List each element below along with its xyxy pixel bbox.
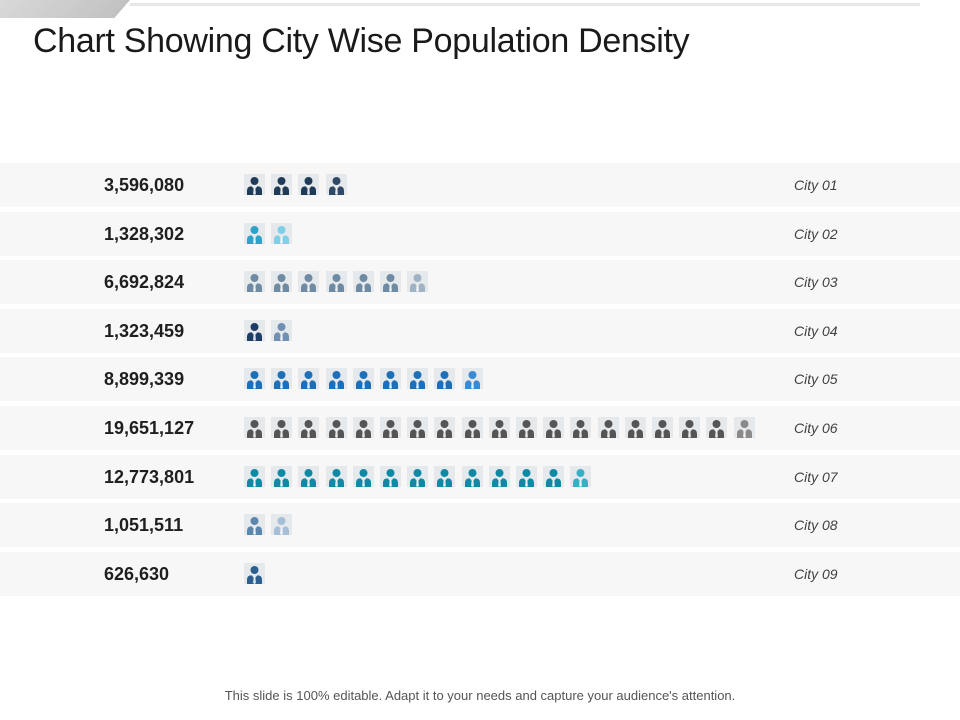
person-icon [271,174,293,195]
person-icon [407,271,429,293]
person-icon [244,514,265,536]
person-icon [380,416,401,438]
population-value: 3,596,080 [104,175,185,195]
city-label: City 08 [794,517,838,534]
person-icon [298,416,320,438]
chart-row: 1,328,302 City 02 [0,211,960,256]
person-icon [488,416,510,438]
person-icon [733,416,755,438]
person-icon [407,416,429,438]
person-icon [624,416,646,438]
person-icon [325,465,347,487]
person-icon [244,465,265,487]
person-icon [298,271,320,293]
person-icon [244,562,265,584]
person-icon [706,416,728,438]
person-icon [543,416,565,438]
person-icon [325,271,347,293]
person-icon [352,271,374,293]
person-icon [679,416,701,438]
population-value: 12,773,801 [104,466,195,487]
person-icon [244,271,265,293]
person-icon [407,368,429,390]
chart-row: 1,323,459 City 04 [0,308,960,353]
top-decoration-tab [0,0,130,18]
person-icon [271,222,293,244]
person-icon [543,465,565,487]
person-icon [380,271,401,293]
chart-rows: 3,596,080 City 01 1,328,302 City 02 6,692,82… [0,163,960,600]
chart-row: 626,630 City 09 [0,551,960,596]
person-icon [244,319,265,341]
top-decoration-line [130,3,920,6]
person-icon [244,174,265,195]
person-icon [434,465,456,487]
population-value: 1,323,459 [104,320,185,341]
chart-row: 3,596,080 City 01 [0,163,960,207]
person-icon [352,465,374,487]
person-icon [352,368,374,390]
person-icon [516,416,537,438]
chart-row: 19,651,127 City 06 [0,405,960,450]
person-icon [352,416,374,438]
city-label: City 05 [794,371,838,388]
footer-note: This slide is 100% editable. Adapt it to… [224,688,736,703]
chart-row: 1,051,511 City 08 [0,503,960,548]
person-icon [407,465,429,487]
person-icon [461,368,483,390]
person-icon [652,416,673,438]
person-icon [434,368,456,390]
person-icon [461,465,483,487]
city-label: City 02 [794,225,838,242]
person-icon [298,368,320,390]
person-icon [325,416,347,438]
chart-row: 6,692,824 City 03 [0,260,960,305]
person-icon [597,416,619,438]
person-icon [271,416,293,438]
chart-row: 12,773,801 City 07 [0,454,960,499]
person-icon [380,368,401,390]
population-value: 19,651,127 [104,417,195,438]
page-title: Chart Showing City Wise Population Densi… [33,22,690,60]
person-icon [244,416,265,438]
population-value: 626,630 [104,563,170,584]
city-label: City 06 [794,419,838,436]
city-label: City 09 [794,565,838,582]
person-icon [298,174,320,195]
city-label: City 01 [794,177,838,193]
person-icon [244,222,265,244]
person-icon [516,465,537,487]
person-icon [434,416,456,438]
person-icon [271,319,293,341]
person-icon [298,465,320,487]
city-label: City 07 [794,468,838,485]
person-icon [325,174,347,195]
city-label: City 03 [794,274,838,291]
population-value: 8,899,339 [104,369,185,390]
chart-row: 8,899,339 City 05 [0,357,960,402]
person-icon [271,514,293,536]
person-icon [380,465,401,487]
person-icon [244,368,265,390]
person-icon [488,465,510,487]
person-icon [271,465,293,487]
city-label: City 04 [794,322,838,339]
person-icon [271,271,293,293]
person-icon [570,465,592,487]
person-icon [325,368,347,390]
person-icon [570,416,592,438]
population-value: 6,692,824 [104,272,185,293]
person-icon [461,416,483,438]
population-value: 1,328,302 [104,223,185,244]
population-value: 1,051,511 [104,515,184,536]
person-icon [271,368,293,390]
